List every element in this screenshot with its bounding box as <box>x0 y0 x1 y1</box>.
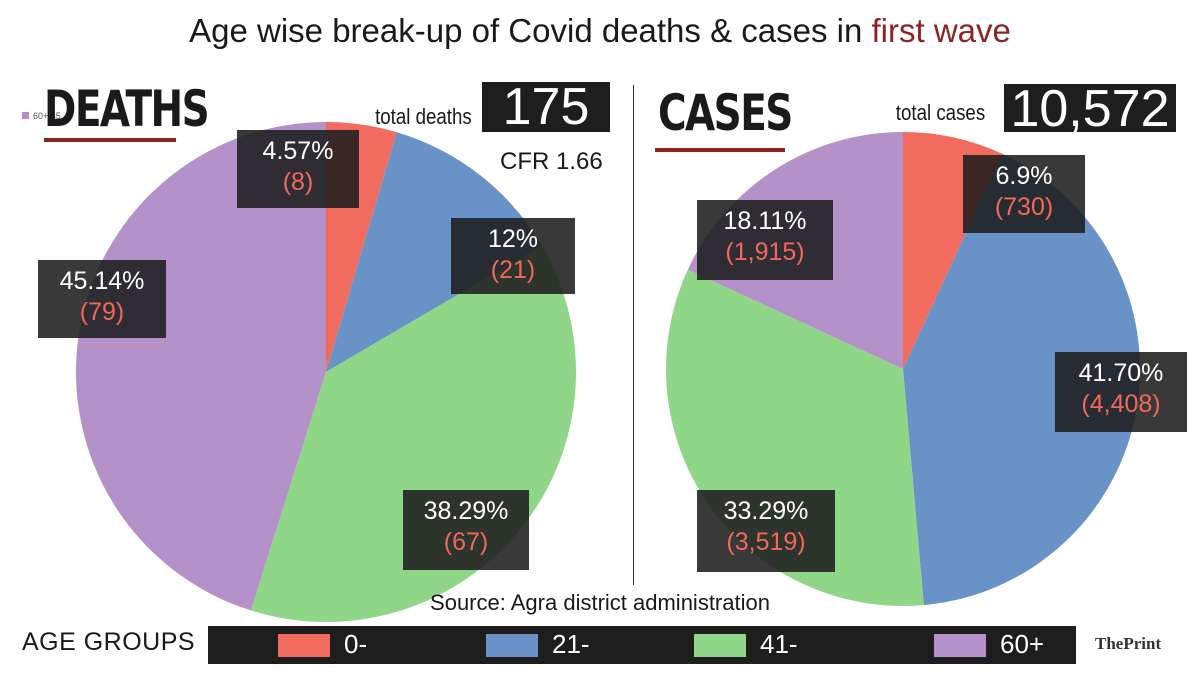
legend-title: AGE GROUPS <box>22 628 196 656</box>
cases-slice-21-40 <box>903 153 1140 606</box>
total-cases-label: total cases <box>895 100 985 125</box>
total-deaths-label: total deaths <box>375 104 472 129</box>
title-highlight: first wave <box>871 12 1011 49</box>
deaths-slice-21-40 <box>326 132 542 372</box>
swatch-60plus <box>934 634 986 657</box>
swatch-21-40 <box>486 634 538 657</box>
deaths-underline <box>44 138 176 142</box>
source-note: Source: Agra district administration <box>430 590 770 615</box>
deaths-label-21-40: 12% (21) <box>451 218 575 294</box>
swatch-0-20 <box>278 634 330 657</box>
deaths-label-41-60: 38.29% (67) <box>403 490 529 570</box>
deaths-label-0-20: 4.57% (8) <box>237 130 359 208</box>
cases-label-60plus: 18.11% (1,915) <box>697 200 833 280</box>
legend-bar: 0-20 21-40 41-60 60+ <box>208 626 1076 690</box>
tiny-legend-badge: 60+ 45 <box>22 111 61 121</box>
cases-label-41-60: 33.29% (3,519) <box>697 490 835 572</box>
total-deaths-value: 175 <box>482 81 610 133</box>
deaths-label-60plus: 45.14% (79) <box>38 260 166 338</box>
total-cases-value: 10,572 <box>1004 83 1176 135</box>
brand-logo: ThePrint <box>1095 634 1162 653</box>
cases-heading: CASES <box>658 84 793 142</box>
cases-underline <box>655 148 785 152</box>
cases-label-0-20: 6.9% (730) <box>963 155 1085 233</box>
cases-label-21-40: 41.70% (4,408) <box>1055 352 1187 432</box>
chart-title: Age wise break-up of Covid deaths & case… <box>189 12 1011 49</box>
cfr-value: CFR 1.66 <box>500 148 603 175</box>
swatch-41-60 <box>694 634 746 657</box>
panel-divider <box>633 85 634 585</box>
deaths-heading: DEATHS <box>44 80 210 138</box>
deaths-slice-60plus <box>75 122 326 611</box>
